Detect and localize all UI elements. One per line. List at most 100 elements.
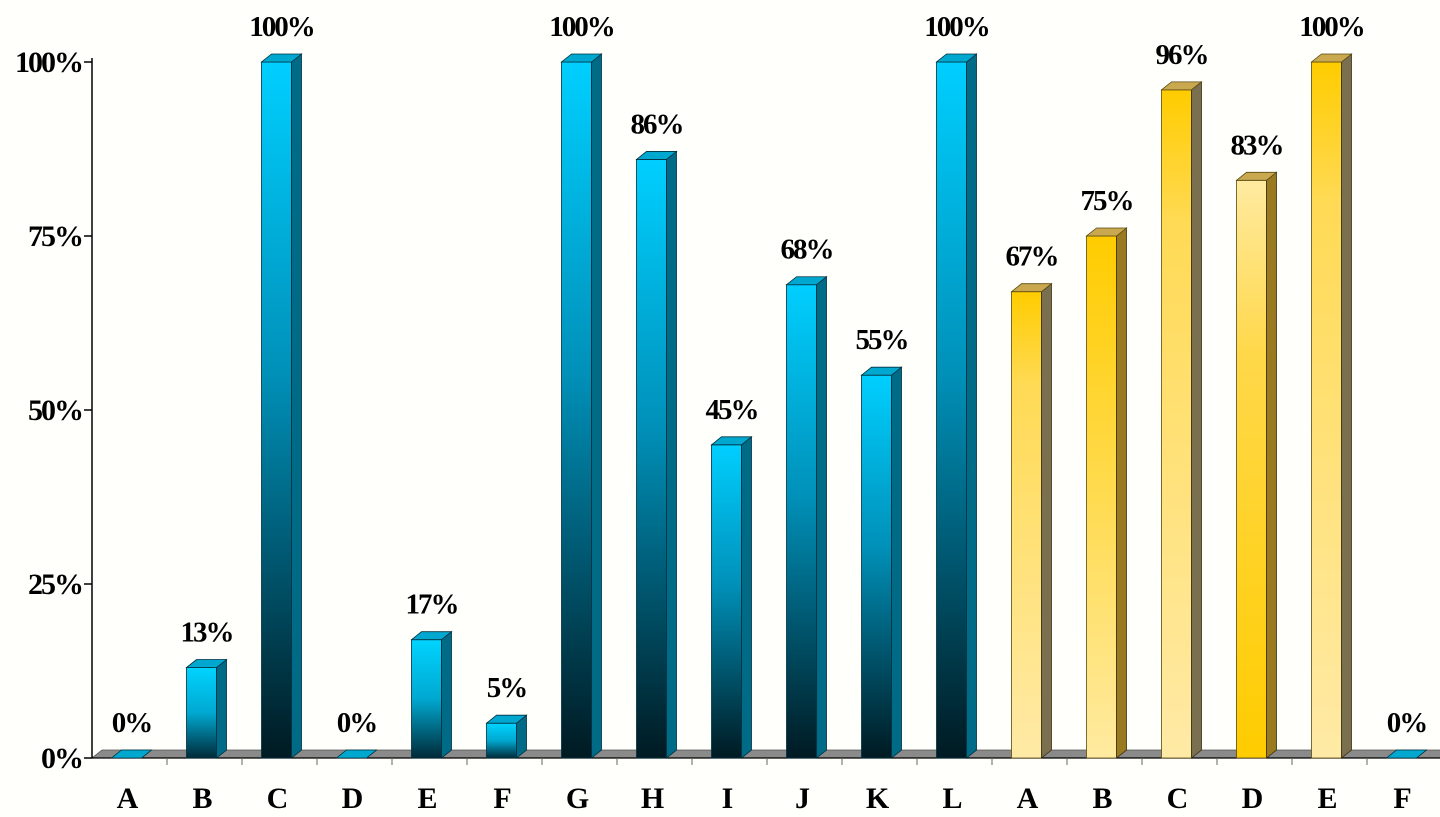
data-label: 100% [249, 11, 314, 43]
x-tick-label: A [1017, 782, 1039, 815]
x-tick-label: I [722, 782, 734, 815]
bar [1010, 282, 1053, 759]
bar-side [966, 53, 977, 759]
bar-front [561, 61, 592, 759]
y-tick-label: 75% [28, 220, 82, 253]
bar-top [110, 749, 153, 759]
x-tick-label: E [1317, 782, 1337, 815]
bar-top [1385, 749, 1428, 759]
x-tick-label: F [493, 782, 511, 815]
data-label: 100% [924, 11, 989, 43]
bar-front [861, 374, 892, 759]
x-tick-label: L [942, 782, 962, 815]
bar-front [411, 639, 442, 759]
y-tick-label: 50% [28, 394, 82, 427]
x-tick-label: D [1242, 782, 1264, 815]
bar-side [1041, 282, 1052, 759]
bar-side [291, 53, 302, 759]
bar-side [216, 658, 227, 759]
bar [410, 630, 453, 759]
data-label: 17% [406, 589, 458, 621]
bar [1385, 749, 1428, 759]
x-tick-label: A [117, 782, 139, 815]
data-label: 100% [1299, 11, 1364, 43]
data-label: 75% [1081, 185, 1133, 217]
bar [860, 366, 903, 759]
bar-side [666, 150, 677, 759]
bar-side [1341, 53, 1352, 759]
x-tick-label: F [1393, 782, 1411, 815]
bar-top [635, 151, 678, 160]
bar-top [1160, 81, 1203, 91]
bar [710, 435, 753, 759]
bar-side [441, 630, 452, 759]
data-label: 5% [487, 672, 527, 704]
bar-front [261, 61, 292, 759]
bar-top [410, 631, 453, 641]
bar [785, 275, 828, 759]
bar-top [1010, 283, 1053, 293]
bar-top [1235, 171, 1278, 181]
bar-front [1011, 291, 1042, 759]
x-tick-label: K [866, 782, 890, 815]
bar-front [1161, 89, 1192, 759]
data-label: 68% [781, 234, 833, 266]
data-label: 0% [112, 707, 152, 739]
chart-labels: 0% A 13% B 100% C 0% D 17% E 5% F 100% G 86% H 45% I 68% J 5… [112, 11, 1429, 815]
data-label: 45% [706, 394, 758, 426]
bar [1310, 53, 1353, 759]
y-tick-label: 0% [41, 742, 82, 775]
bar [335, 749, 378, 759]
bar-front [711, 444, 742, 759]
y-tick-label: 25% [28, 568, 82, 601]
bar-top [785, 276, 828, 286]
x-tick-label: C [1167, 782, 1189, 815]
bar [1085, 227, 1128, 759]
bar-front [1311, 61, 1342, 759]
bar-side [816, 275, 827, 759]
bar-side [591, 53, 602, 759]
x-tick-label: H [641, 782, 664, 815]
x-tick-label: J [795, 782, 810, 815]
bar-top [485, 714, 528, 724]
data-label: 55% [856, 324, 908, 356]
x-tick-label: B [1092, 782, 1112, 815]
data-label: 0% [337, 707, 377, 739]
bar [110, 749, 153, 759]
data-label: 0% [1387, 707, 1427, 739]
bar-front [186, 667, 217, 759]
bar-front [936, 61, 967, 759]
bar-top [335, 749, 378, 759]
x-tick-label: G [566, 782, 589, 815]
bar [935, 53, 978, 759]
bar-side [741, 435, 752, 759]
bar-side [891, 366, 902, 759]
x-tick-label: C [267, 782, 289, 815]
chart-bars [110, 53, 1428, 759]
bar-top [1310, 53, 1353, 63]
chart-axes: 0% 25% 50% 75% 100% [15, 46, 1440, 775]
data-label: 96% [1156, 39, 1208, 71]
bar [185, 658, 228, 759]
bar-top [260, 53, 303, 63]
bar-top [860, 366, 903, 376]
data-label: 13% [181, 617, 233, 649]
bar [560, 53, 603, 759]
x-tick-label: B [192, 782, 212, 815]
bar-top [935, 53, 978, 63]
bar-top [185, 659, 228, 668]
data-label: 67% [1006, 241, 1058, 273]
bar-side [1116, 227, 1127, 759]
bar [635, 150, 678, 759]
bar-front [636, 159, 667, 759]
bar-side [1266, 171, 1277, 759]
bar-side [1191, 81, 1202, 759]
bar-top [710, 436, 753, 446]
bar [260, 53, 303, 759]
x-tick-label: D [342, 782, 364, 815]
data-label: 100% [549, 11, 614, 43]
bar-front [486, 722, 517, 759]
y-tick-label: 100% [15, 46, 82, 79]
bar-front [1086, 235, 1117, 759]
